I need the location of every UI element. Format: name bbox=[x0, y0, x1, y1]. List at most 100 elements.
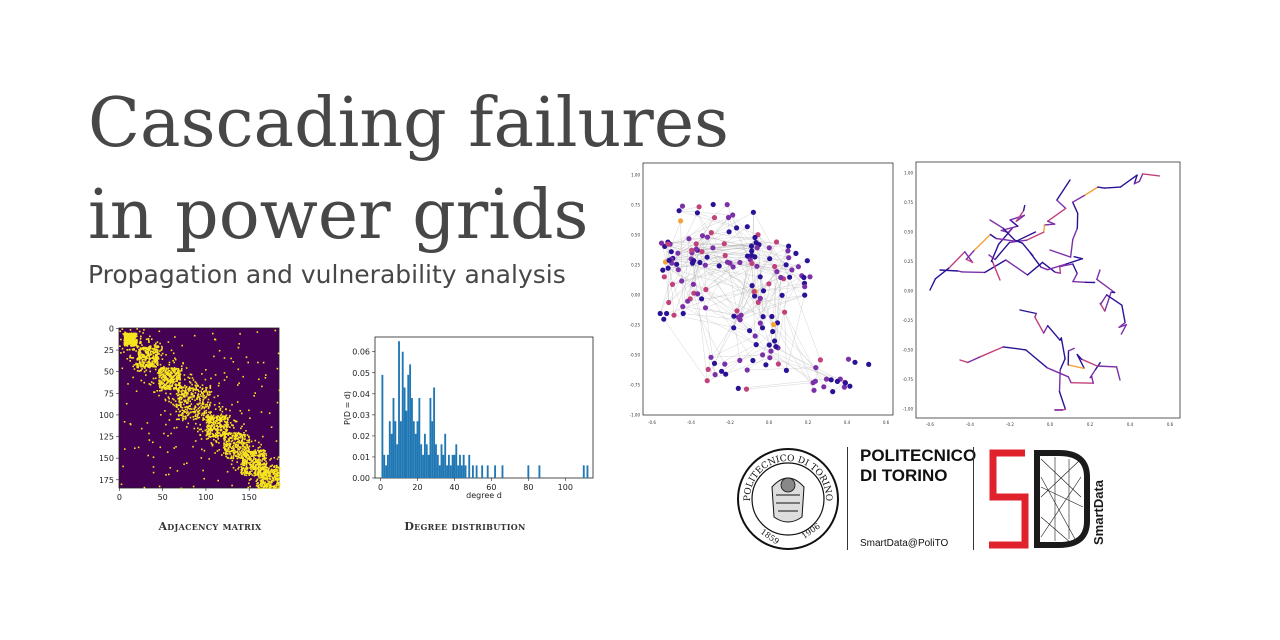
matrix-cell bbox=[187, 407, 189, 409]
matrix-cell bbox=[158, 485, 161, 488]
matrix-cell bbox=[193, 334, 196, 337]
matrix-cell bbox=[252, 455, 255, 457]
matrix-cell bbox=[262, 467, 265, 469]
matrix-cell bbox=[230, 357, 232, 360]
matrix-cell bbox=[219, 416, 222, 419]
matrix-cell bbox=[130, 334, 133, 336]
network-node bbox=[710, 201, 716, 208]
matrix-cell bbox=[236, 401, 239, 403]
matrix-cell bbox=[178, 418, 180, 421]
matrix-cell bbox=[171, 368, 173, 370]
network-node bbox=[760, 288, 767, 294]
network-node bbox=[773, 239, 780, 245]
matrix-cell bbox=[231, 435, 234, 438]
matrix-cell bbox=[249, 461, 252, 464]
matrix-cell bbox=[240, 412, 243, 415]
page-title: Cascading failures in power grids bbox=[88, 84, 729, 255]
matrix-cell bbox=[185, 406, 188, 408]
matrix-cell bbox=[155, 342, 157, 345]
matrix-cell bbox=[232, 424, 234, 427]
matrix-cell bbox=[218, 419, 221, 421]
matrix-cell bbox=[223, 423, 226, 426]
matrix-cell bbox=[243, 455, 245, 457]
matrix-cell bbox=[266, 470, 269, 472]
matrix-cell bbox=[245, 474, 248, 477]
histogram-x-tick-label: 40 bbox=[449, 483, 459, 492]
network-node bbox=[723, 371, 729, 377]
matrix-cell bbox=[224, 448, 227, 450]
histogram-bar bbox=[425, 444, 428, 478]
matrix-cell bbox=[184, 408, 187, 411]
matrix-cell bbox=[181, 365, 183, 367]
matrix-cell bbox=[241, 453, 244, 456]
matrix-cell bbox=[245, 356, 248, 358]
matrix-cell bbox=[218, 432, 221, 434]
matrix-cell bbox=[264, 474, 266, 477]
matrix-cell bbox=[214, 427, 216, 430]
matrix-cell bbox=[143, 362, 145, 365]
matrix-cell bbox=[136, 345, 138, 348]
matrix-cell bbox=[263, 450, 265, 452]
network-y-tick-label: 0.75 bbox=[631, 203, 640, 208]
matrix-cell bbox=[177, 391, 180, 394]
matrix-cell bbox=[271, 476, 274, 478]
matrix-cell bbox=[272, 471, 275, 473]
matrix-cell bbox=[152, 466, 155, 468]
matrix-cell bbox=[270, 457, 272, 460]
matrix-cell bbox=[198, 412, 201, 415]
matrix-cell bbox=[149, 357, 151, 359]
matrix-cell bbox=[194, 385, 197, 387]
matrix-cell bbox=[260, 443, 262, 446]
topology-edge bbox=[959, 359, 969, 364]
matrix-cell bbox=[210, 429, 212, 431]
matrix-cell bbox=[156, 361, 159, 363]
matrix-cell bbox=[227, 450, 230, 453]
topology-edge bbox=[1076, 353, 1086, 370]
matrix-cell bbox=[168, 363, 171, 366]
matrix-cell bbox=[208, 427, 210, 430]
network-node bbox=[685, 298, 691, 304]
matrix-cell bbox=[190, 411, 192, 413]
topology-edge bbox=[961, 271, 986, 274]
matrix-cell bbox=[120, 483, 123, 486]
topology-edge bbox=[979, 346, 1005, 358]
topology-edge bbox=[1046, 207, 1067, 222]
matrix-cell bbox=[210, 435, 212, 438]
matrix-cell bbox=[192, 411, 194, 413]
matrix-cell bbox=[147, 350, 149, 353]
matrix-cell bbox=[156, 355, 158, 358]
matrix-cell bbox=[137, 366, 139, 369]
matrix-cell bbox=[248, 451, 251, 454]
matrix-cell bbox=[187, 413, 190, 416]
network-node bbox=[774, 320, 781, 326]
matrix-cell bbox=[259, 459, 262, 461]
matrix-cell bbox=[157, 346, 160, 348]
matrix-cell bbox=[139, 338, 142, 340]
matrix-cell bbox=[208, 406, 210, 409]
histogram-x-tick-label: 100 bbox=[558, 483, 573, 492]
topology-edge bbox=[1046, 263, 1067, 271]
matrix-cell bbox=[215, 433, 218, 436]
matrix-cell bbox=[172, 403, 174, 406]
matrix-cell bbox=[178, 383, 180, 385]
matrix-cell bbox=[223, 425, 226, 428]
network-x-tick-label: 0.6 bbox=[883, 420, 890, 425]
matrix-cell bbox=[206, 417, 209, 419]
matrix-cell bbox=[170, 380, 172, 382]
network-edge bbox=[705, 265, 753, 286]
matrix-cell bbox=[123, 421, 126, 423]
network-node bbox=[716, 263, 722, 269]
matrix-x-tick-label: 50 bbox=[158, 493, 168, 502]
matrix-cell bbox=[229, 457, 232, 460]
histogram-bar bbox=[429, 398, 432, 478]
matrix-cell bbox=[128, 342, 131, 344]
matrix-cell bbox=[206, 414, 209, 417]
matrix-cell bbox=[141, 363, 144, 366]
network-node bbox=[787, 274, 793, 280]
matrix-cell bbox=[223, 357, 226, 359]
matrix-cell bbox=[257, 449, 259, 452]
matrix-cell bbox=[241, 437, 244, 440]
matrix-x-ticks: 0 50 100 150 bbox=[117, 488, 257, 502]
matrix-cell bbox=[156, 390, 158, 392]
matrix-cell bbox=[140, 353, 142, 356]
